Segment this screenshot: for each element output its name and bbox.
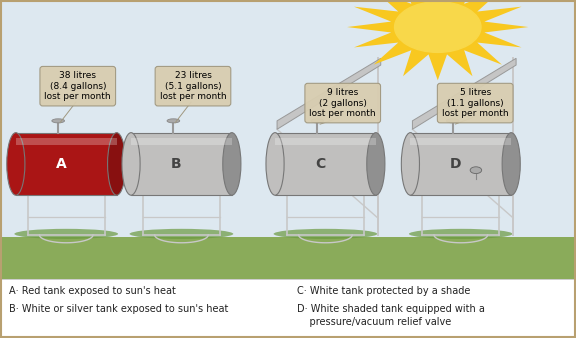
Bar xyxy=(275,133,376,195)
Text: 9 litres
(2 gallons)
lost per month: 9 litres (2 gallons) lost per month xyxy=(309,88,376,118)
Text: D· White shaded tank equipped with a
    pressure/vacuum relief valve: D· White shaded tank equipped with a pre… xyxy=(297,304,484,327)
Ellipse shape xyxy=(130,229,233,239)
Text: B: B xyxy=(171,157,181,171)
Polygon shape xyxy=(412,58,516,129)
Text: 23 litres
(5.1 gallons)
lost per month: 23 litres (5.1 gallons) lost per month xyxy=(160,71,226,101)
Ellipse shape xyxy=(167,119,180,123)
Text: A: A xyxy=(56,157,67,171)
Ellipse shape xyxy=(409,229,513,239)
Bar xyxy=(131,133,232,195)
Bar xyxy=(0,237,576,279)
Text: 5 litres
(1.1 gallons)
lost per month: 5 litres (1.1 gallons) lost per month xyxy=(442,88,509,118)
Ellipse shape xyxy=(446,119,459,123)
Ellipse shape xyxy=(52,119,65,123)
Text: B· White or silver tank exposed to sun's heat: B· White or silver tank exposed to sun's… xyxy=(9,304,228,314)
Ellipse shape xyxy=(367,133,385,195)
Text: C· White tank protected by a shade: C· White tank protected by a shade xyxy=(297,286,470,296)
Bar xyxy=(410,138,511,145)
Ellipse shape xyxy=(122,133,140,195)
Polygon shape xyxy=(277,58,381,129)
Ellipse shape xyxy=(14,229,118,239)
Bar xyxy=(16,138,116,145)
Circle shape xyxy=(470,167,482,174)
Text: 38 litres
(8.4 gallons)
lost per month: 38 litres (8.4 gallons) lost per month xyxy=(44,71,111,101)
Ellipse shape xyxy=(311,119,324,123)
Ellipse shape xyxy=(502,133,520,195)
Bar xyxy=(410,133,511,195)
Ellipse shape xyxy=(274,229,377,239)
Circle shape xyxy=(395,2,481,52)
Ellipse shape xyxy=(401,133,419,195)
Bar xyxy=(131,138,232,145)
Ellipse shape xyxy=(223,133,241,195)
Bar xyxy=(0,279,576,338)
Text: C: C xyxy=(315,157,325,171)
Ellipse shape xyxy=(108,133,126,195)
Bar xyxy=(275,138,376,145)
Bar xyxy=(16,133,116,195)
Ellipse shape xyxy=(7,133,25,195)
Ellipse shape xyxy=(266,133,284,195)
Text: A· Red tank exposed to sun's heat: A· Red tank exposed to sun's heat xyxy=(9,286,176,296)
Polygon shape xyxy=(347,0,529,80)
Text: D: D xyxy=(450,157,461,171)
Bar xyxy=(0,0,576,237)
